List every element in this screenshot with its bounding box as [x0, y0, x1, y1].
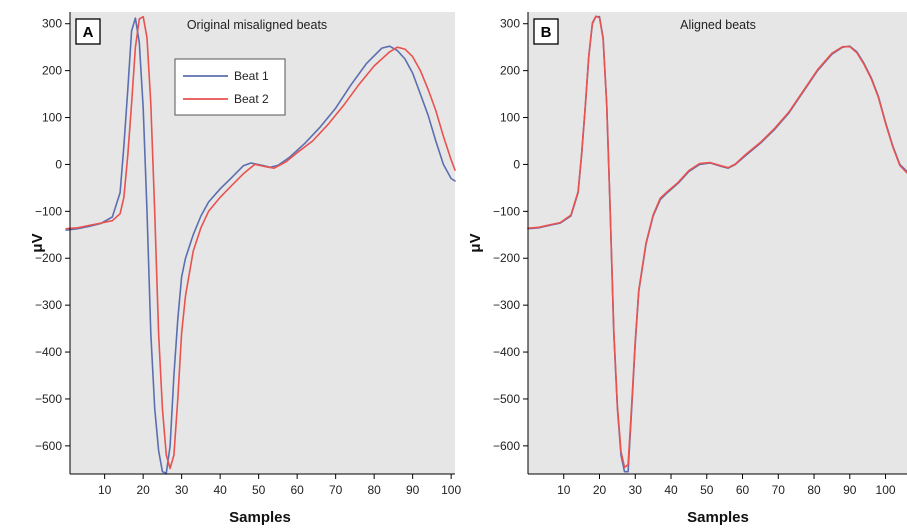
x-axis-title: Samples	[687, 509, 749, 526]
series-line-beat-2	[65, 15, 456, 470]
chart-panel-b: 300 200 100 0 −100 −200 −300 −400 −500 −600 10 20 3…	[467, 12, 907, 526]
panel-label: A	[83, 24, 94, 41]
legend-label-beat-1: Beat 1	[234, 69, 269, 83]
y-tick-label: −200	[35, 251, 62, 265]
x-axis-title: Samples	[229, 509, 291, 526]
x-tick-label: 80	[367, 483, 381, 497]
x-tick-label: 30	[175, 483, 189, 497]
x-tick-label: 70	[329, 483, 343, 497]
chart-title: Original misaligned beats	[187, 18, 327, 32]
series-line-beat-1	[65, 17, 456, 474]
x-tick-label: 40	[213, 483, 227, 497]
y-tick-label: −500	[493, 392, 520, 406]
x-tick-label: 50	[252, 483, 266, 497]
y-tick-label: −500	[35, 392, 62, 406]
x-tick-label: 90	[406, 483, 420, 497]
x-tick-label: 10	[557, 483, 571, 497]
y-tick-label: −100	[493, 204, 520, 218]
panel-label: B	[541, 24, 552, 41]
legend-label-beat-2: Beat 2	[234, 92, 269, 106]
y-tick-label: 200	[500, 64, 520, 78]
series-line-beat-2	[527, 15, 907, 469]
y-ticks: 300 200 100 0 −100 −200 −300 −400 −500 −600	[35, 17, 70, 453]
y-ticks: 300 200 100 0 −100 −200 −300 −400 −500 −600	[493, 17, 528, 453]
x-tick-label: 50	[700, 483, 714, 497]
legend: Beat 1 Beat 2	[174, 58, 286, 116]
y-tick-label: 100	[500, 111, 520, 125]
y-tick-label: −100	[35, 204, 62, 218]
panel-label-box	[75, 18, 101, 45]
x-tick-label: 80	[807, 483, 821, 497]
panel-label-badge: A	[75, 18, 101, 45]
plot-area	[528, 12, 907, 474]
series-layer	[527, 15, 907, 473]
chart-title: Aligned beats	[680, 18, 756, 32]
x-tick-label: 20	[136, 483, 150, 497]
y-tick-label: 300	[42, 17, 62, 31]
y-tick-label: 0	[513, 157, 520, 171]
panel-label-box	[533, 18, 559, 45]
chart-panel-a: 300 200 100 0 −100 −200 −300 −400 −500 −600 10 20 3…	[29, 12, 461, 526]
y-tick-label: −400	[493, 345, 520, 359]
y-tick-label: 300	[500, 17, 520, 31]
x-ticks: 10 20 30 40 50 60 70 80 90 100	[98, 474, 461, 497]
y-tick-label: 100	[42, 111, 62, 125]
y-tick-label: −300	[35, 298, 62, 312]
y-tick-label: −200	[493, 251, 520, 265]
x-tick-label: 20	[593, 483, 607, 497]
x-tick-label: 60	[290, 483, 304, 497]
x-ticks: 10 20 30 40 50 60 70 80 90 100	[557, 474, 896, 497]
panel-label-badge: B	[533, 18, 559, 45]
y-tick-label: −600	[493, 439, 520, 453]
x-tick-label: 100	[441, 483, 461, 497]
x-tick-label: 30	[629, 483, 643, 497]
y-axis-title: μV	[29, 233, 46, 252]
series-layer	[65, 15, 456, 474]
y-axis-title: μV	[467, 233, 484, 252]
y-tick-label: 0	[55, 157, 62, 171]
y-tick-label: −400	[35, 345, 62, 359]
x-tick-label: 90	[843, 483, 857, 497]
x-tick-label: 100	[876, 483, 896, 497]
x-tick-label: 70	[772, 483, 786, 497]
y-tick-label: 200	[42, 64, 62, 78]
x-tick-label: 40	[664, 483, 678, 497]
y-tick-label: −600	[35, 439, 62, 453]
y-tick-label: −300	[493, 298, 520, 312]
x-tick-label: 60	[736, 483, 750, 497]
legend-box	[174, 58, 286, 116]
x-tick-label: 10	[98, 483, 112, 497]
